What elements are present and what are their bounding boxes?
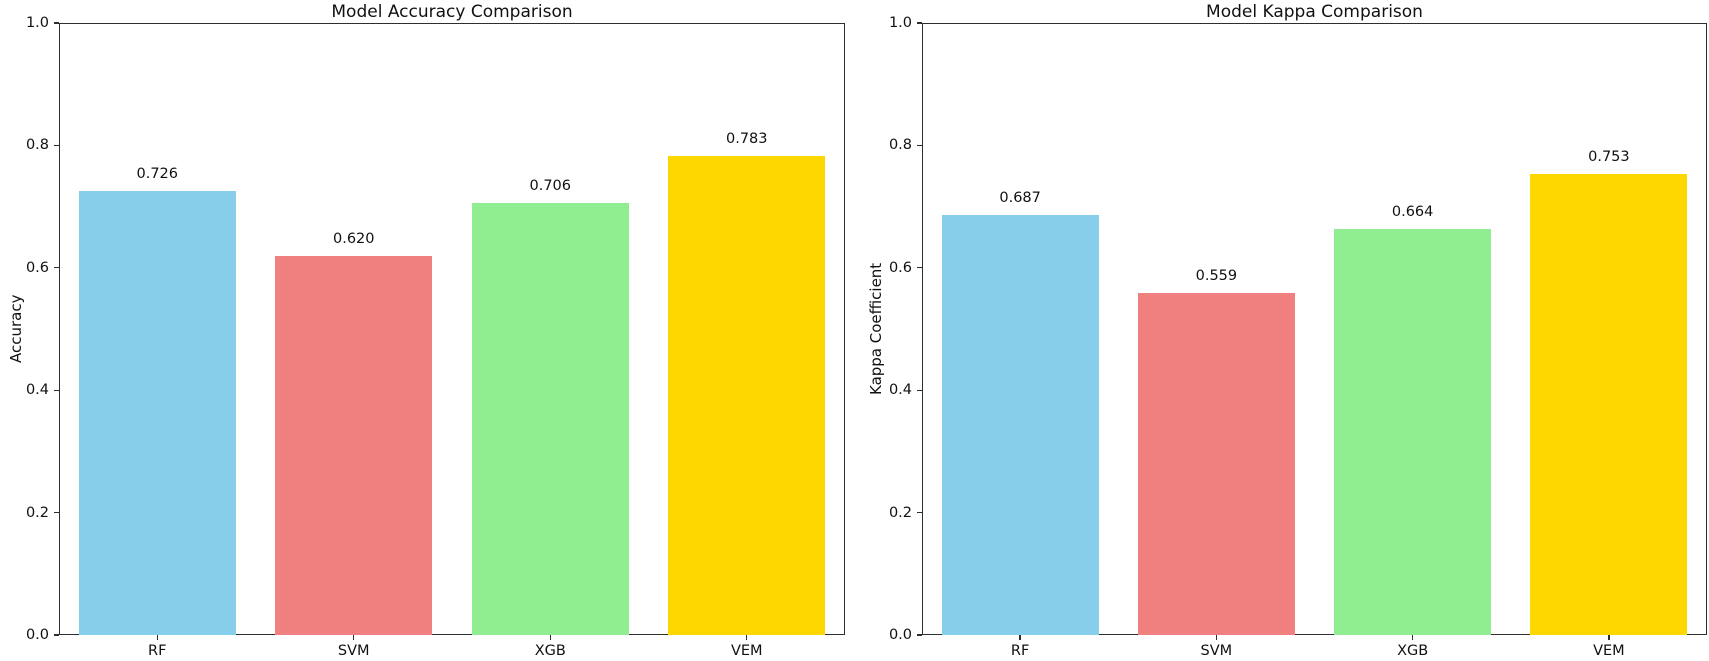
accuracy-bar-svm	[275, 255, 433, 635]
kappa-x-tick-label-xgb: XGB	[1397, 643, 1429, 659]
accuracy-x-tick-label-rf: RF	[148, 643, 167, 659]
kappa-x-tick-label-vem: VEM	[1593, 643, 1625, 659]
kappa-y-tick-mark	[917, 267, 922, 269]
kappa-bar-value-label-rf: 0.687	[999, 189, 1041, 206]
kappa-x-tick-mark	[1411, 635, 1414, 640]
kappa-x-tick-mark	[1019, 635, 1021, 640]
kappa-y-tick-mark	[917, 634, 922, 636]
kappa-y-tick-mark	[917, 511, 922, 514]
accuracy-y-tick-mark	[54, 389, 59, 391]
kappa-x-tick-mark	[1608, 635, 1610, 640]
accuracy-y-tick-mark	[54, 22, 59, 24]
accuracy-y-tick-label: 0.2	[25, 504, 49, 521]
accuracy-bar-value-label-svm: 0.620	[332, 230, 375, 247]
accuracy-y-tick-label: 0.4	[25, 382, 49, 399]
accuracy-y-tick-mark	[54, 511, 59, 514]
kappa-bar-value-label-xgb: 0.664	[1391, 203, 1434, 220]
kappa-y-axis-label: Kappa Coefficient	[867, 262, 885, 396]
accuracy-y-tick-label: 0.6	[25, 259, 49, 276]
kappa-x-tick-mark	[1215, 635, 1218, 640]
accuracy-y-tick-label: 1.0	[25, 15, 49, 31]
accuracy-bar-vem	[668, 155, 826, 635]
accuracy-y-tick-mark	[54, 634, 59, 636]
kappa-x-tick-label-svm: SVM	[1200, 643, 1233, 659]
kappa-y-tick-label: 1.0	[888, 15, 912, 31]
accuracy-y-axis-label: Accuracy	[7, 294, 25, 364]
kappa-y-tick-mark	[917, 389, 922, 391]
kappa-bar-rf	[941, 214, 1099, 635]
accuracy-x-tick-mark	[353, 635, 355, 640]
kappa-bar-xgb	[1334, 228, 1492, 635]
kappa-bar-svm	[1137, 292, 1295, 635]
kappa-bar-value-label-vem: 0.753	[1588, 149, 1630, 166]
accuracy-bar-value-label-rf: 0.726	[136, 165, 178, 182]
accuracy-x-tick-mark	[156, 635, 158, 640]
kappa-y-tick-label: 0.2	[888, 504, 912, 521]
accuracy-bar-xgb	[471, 202, 629, 635]
accuracy-bar-value-label-xgb: 0.706	[529, 177, 571, 194]
kappa-y-tick-label: 0.6	[888, 259, 912, 276]
accuracy-x-tick-label-svm: SVM	[337, 643, 370, 659]
accuracy-y-tick-label: 0.0	[25, 627, 49, 643]
accuracy-y-tick-label: 0.8	[25, 137, 49, 154]
accuracy-x-tick-label-xgb: XGB	[534, 643, 566, 659]
kappa-y-tick-label: 0.4	[888, 382, 912, 399]
kappa-y-tick-label: 0.0	[888, 627, 912, 643]
kappa-y-tick-mark	[917, 144, 922, 147]
accuracy-y-tick-mark	[54, 267, 59, 269]
kappa-bar-value-label-svm: 0.559	[1195, 267, 1238, 284]
kappa-plot-area	[922, 23, 1707, 635]
kappa-y-tick-label: 0.8	[888, 137, 912, 154]
accuracy-bar-value-label-vem: 0.783	[725, 130, 768, 147]
accuracy-y-tick-mark	[54, 144, 59, 147]
accuracy-x-tick-mark	[746, 635, 748, 640]
accuracy-x-tick-mark	[549, 635, 551, 640]
accuracy-bar-rf	[78, 190, 236, 635]
accuracy-x-tick-label-vem: VEM	[730, 643, 763, 659]
kappa-chart-title: Model Kappa Comparison	[1206, 2, 1423, 22]
kappa-y-tick-mark	[917, 22, 922, 24]
accuracy-chart-title: Model Accuracy Comparison	[331, 2, 573, 22]
kappa-x-tick-label-rf: RF	[1010, 643, 1030, 659]
accuracy-plot-area	[59, 23, 845, 635]
kappa-bar-vem	[1530, 174, 1688, 635]
